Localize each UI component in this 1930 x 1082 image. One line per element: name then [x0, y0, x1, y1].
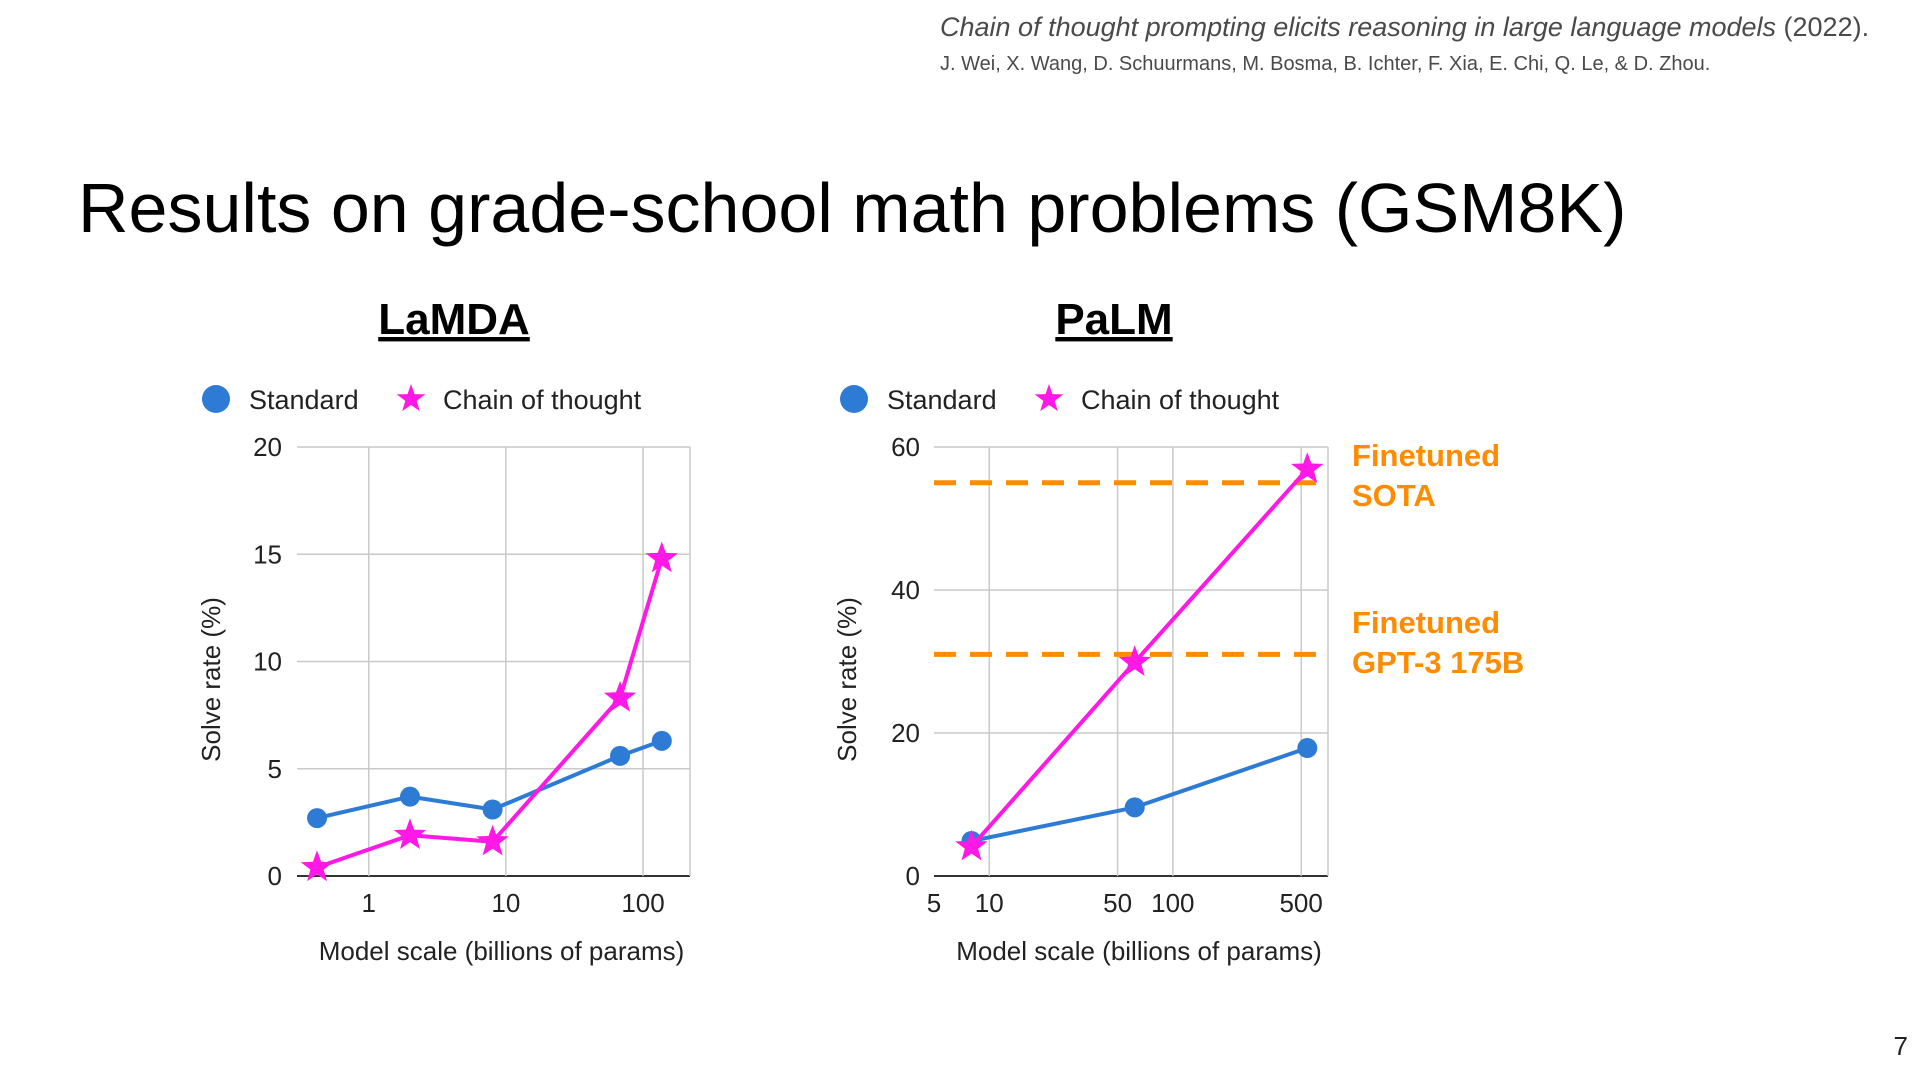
- chart2-standard-point-2: [1124, 797, 1145, 818]
- chart2-xtick-label: 10: [975, 888, 1004, 918]
- citation: Chain of thought prompting elicits reaso…: [940, 12, 1920, 76]
- chart1-ytick-label: 0: [268, 861, 282, 891]
- chart1-legend-cot-label: Chain of thought: [443, 385, 642, 415]
- chart1-y-axis-title: Solve rate (%): [196, 597, 226, 762]
- chart2-y-axis-title: Solve rate (%): [832, 597, 862, 762]
- chart1-ytick-label: 10: [253, 647, 282, 677]
- chart2-x-axis-title: Model scale (billions of params): [956, 936, 1322, 966]
- chart1-cot-point-5: [645, 541, 678, 573]
- slide-title: Results on grade-school math problems (G…: [78, 169, 1627, 247]
- chart1-xtick-label: 1: [361, 888, 375, 918]
- chart2-cot-point-3: [1291, 452, 1324, 483]
- chart1-ytick-label: 15: [253, 539, 282, 569]
- chart2-series-standard-line: [971, 746, 1308, 843]
- citation-title-line: Chain of thought prompting elicits reaso…: [940, 12, 1920, 43]
- chart2-standard-point-3: [1297, 738, 1318, 759]
- citation-authors: J. Wei, X. Wang, D. Schuurmans, M. Bosma…: [940, 53, 1711, 75]
- chart1-standard-point-4: [610, 745, 631, 766]
- chart2-reference-label-2-line2: GPT-3 175B: [1352, 645, 1524, 680]
- chart2-ytick-label: 0: [906, 861, 920, 891]
- chart1-x-axis-title: Model scale (billions of params): [319, 936, 685, 966]
- chart1-legend-standard-label: Standard: [249, 385, 359, 415]
- chart1-title: LaMDA: [378, 295, 530, 344]
- chart2-ytick-label: 60: [891, 432, 920, 462]
- chart2-ytick-label: 40: [891, 575, 920, 605]
- chart1-ytick-label: 5: [268, 754, 282, 784]
- chart2-xtick-label: 50: [1103, 888, 1132, 918]
- chart1-cot-point-3: [476, 824, 509, 856]
- chart2-cot-point-1: [955, 829, 988, 861]
- chart1-cot-point-2: [393, 818, 427, 849]
- chart1-standard-point-2: [400, 786, 421, 807]
- citation-year: (2022).: [1776, 12, 1870, 42]
- chart2-cot-point-2: [1118, 645, 1151, 676]
- chart2-xtick-label: 500: [1279, 888, 1322, 918]
- chart2-xtick-label: 100: [1151, 888, 1194, 918]
- citation-paper-title: Chain of thought prompting elicits reaso…: [940, 12, 1777, 42]
- chart2-reference-label-2-line1: Finetuned: [1352, 605, 1500, 640]
- chart1-legend-standard-marker: [202, 385, 230, 413]
- chart2-title: PaLM: [1055, 295, 1172, 344]
- chart2-ytick-label: 20: [891, 718, 920, 748]
- chart1-standard-point-3: [482, 799, 503, 820]
- chart1-legend-cot-marker: [396, 384, 426, 412]
- chart1-xtick-label: 100: [621, 888, 664, 918]
- chart2-legend-cot-label: Chain of thought: [1081, 385, 1280, 415]
- chart1-standard-point-5: [651, 730, 672, 751]
- page-number: 7: [1893, 1031, 1908, 1061]
- chart2-reference-label-1-line1: Finetuned: [1352, 438, 1500, 473]
- chart1-xtick-label: 10: [491, 888, 520, 918]
- chart2-reference-label-1-line2: SOTA: [1352, 478, 1436, 513]
- chart1-cot-point-1: [300, 850, 334, 882]
- chart2-legend-standard-label: Standard: [887, 385, 997, 415]
- chart2-xtick-label: 5: [927, 888, 941, 918]
- chart2-legend-cot-marker: [1034, 384, 1064, 412]
- chart1-standard-point-1: [307, 808, 328, 829]
- chart2-legend-standard-marker: [840, 385, 868, 413]
- chart1-ytick-label: 20: [253, 432, 282, 462]
- chart1-cot-point-4: [603, 681, 637, 712]
